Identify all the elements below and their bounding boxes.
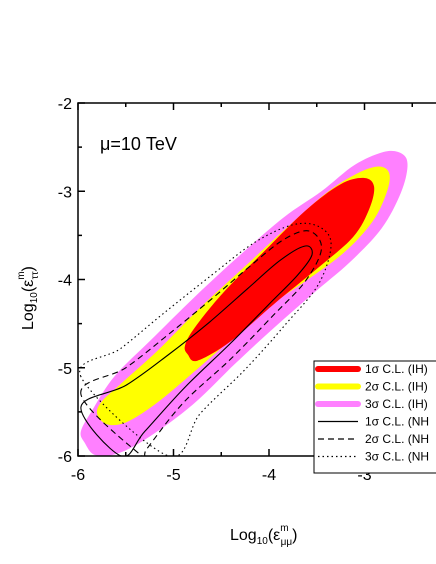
y-tick-label: -4: [58, 273, 72, 290]
contour-4: [80, 245, 313, 456]
y-tick-label: -3: [58, 184, 72, 201]
legend-label: 1σ C.L. (NH: [365, 415, 429, 429]
contour-3: [184, 177, 375, 362]
y-tick-label: -2: [58, 96, 72, 113]
legend-box: [313, 360, 436, 474]
legend-label: 2σ C.L. (NH: [365, 432, 429, 446]
x-tick-label: -6: [71, 467, 85, 484]
contour-regions: [79, 150, 408, 456]
legend-label: 1σ C.L. (IH): [365, 362, 428, 376]
y-tick-label: -6: [58, 449, 72, 466]
legend-label: 3σ C.L. (IH): [365, 397, 428, 411]
annotation-mu: μ=10 TeV: [100, 134, 177, 154]
contour-5: [80, 230, 323, 456]
x-axis-title: Log10(εm μμ): [230, 523, 298, 548]
legend-label: 3σ C.L. (NH: [365, 450, 429, 464]
legend-label: 2σ C.L. (IH): [365, 380, 428, 394]
x-tick-label: -4: [262, 467, 276, 484]
y-tick-label: -5: [58, 361, 72, 378]
y-axis-title: Log10(εm ττ): [16, 266, 41, 330]
legend: 1σ C.L. (IH) 2σ C.L. (IH) 3σ C.L. (IH) 1σ C…: [313, 360, 436, 474]
x-tick-label: -5: [166, 467, 180, 484]
